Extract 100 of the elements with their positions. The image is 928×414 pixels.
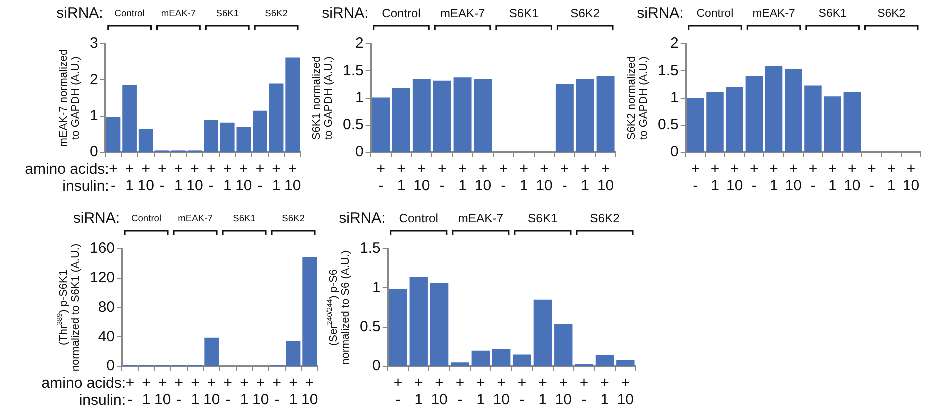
x-tick-label: + 10 — [555, 374, 572, 409]
x-tick-label: + 1 — [223, 160, 232, 195]
x-tick-label: + 1 — [580, 160, 590, 195]
bar — [596, 356, 614, 366]
x-tick-label: + 10 — [154, 374, 172, 409]
x-tick-label: + - — [518, 374, 527, 409]
bar — [204, 120, 218, 152]
x-tick-label: + 1 — [414, 374, 424, 409]
text: mEAK-7 — [752, 8, 796, 20]
y-tick-label: 0 — [356, 144, 364, 161]
bar — [106, 117, 121, 152]
x-tick-label: + 1 — [710, 160, 720, 195]
bar — [492, 349, 511, 366]
x-tick-label: + 10 — [431, 374, 448, 409]
text: S6K1 — [528, 211, 558, 226]
bar — [430, 283, 449, 366]
x-tick-label: + - — [438, 160, 447, 195]
text: Control — [696, 8, 734, 20]
text: mEAK-7 — [440, 6, 486, 20]
text: S6K2 — [282, 214, 305, 224]
text: siRNA: — [339, 210, 386, 228]
y-tick-label: 1 — [372, 279, 381, 296]
y-tick-label: 80 — [98, 298, 116, 316]
y-tick-label: 1 — [670, 89, 679, 106]
bar — [596, 76, 615, 152]
x-tick-label: + 1 — [240, 374, 250, 409]
bar — [746, 76, 764, 152]
bar — [726, 87, 744, 152]
text: insulin: — [62, 178, 110, 196]
bar — [372, 98, 390, 152]
x-tick-label: + 10 — [186, 160, 204, 195]
y-axis-title: mEAK-7 normalized to GAPDH (A.U.) — [58, 49, 82, 148]
x-tick-label: + 10 — [204, 374, 220, 409]
bar — [269, 84, 284, 152]
bar — [765, 66, 783, 152]
x-tick-label: + 10 — [785, 160, 802, 195]
x-tick-label: + 1 — [174, 160, 184, 195]
text: siRNA: — [56, 5, 104, 22]
bar — [844, 92, 862, 152]
y-tick-label: 0.5 — [342, 116, 364, 134]
text: mEAK-7 — [178, 214, 213, 224]
bar — [513, 354, 532, 366]
y-tick-label: 2 — [356, 35, 364, 52]
x-tick-label: + 10 — [474, 160, 492, 195]
x-tick-label: + - — [808, 160, 818, 195]
x-tick-label: + - — [750, 160, 760, 195]
x-tick-label: + - — [256, 160, 265, 195]
x-tick-label: + 10 — [726, 160, 744, 195]
bar — [824, 96, 842, 152]
text: siRNA: — [322, 5, 369, 22]
bar — [433, 80, 452, 152]
x-tick-label: + - — [174, 374, 184, 409]
bar — [220, 122, 235, 152]
y-tick-label: 160 — [90, 240, 116, 258]
text: Control — [399, 211, 438, 226]
bar — [286, 58, 300, 152]
x-tick-label: + 10 — [617, 374, 634, 409]
x-tick-label: + 1 — [272, 160, 282, 195]
x-tick-label: + 1 — [397, 160, 406, 195]
y-tick-label: 1.5 — [360, 240, 381, 258]
text: Control — [131, 214, 162, 224]
y-tick-label: 0.5 — [360, 318, 381, 336]
x-tick-label: + - — [580, 374, 589, 409]
x-tick-label: + 1 — [142, 374, 152, 409]
x-tick-label: + - — [691, 160, 700, 195]
bar — [410, 277, 428, 366]
x-tick-label: + 10 — [236, 160, 252, 195]
x-tick-label: + - — [272, 374, 282, 409]
x-tick-label: + 10 — [138, 160, 154, 195]
bar — [804, 86, 822, 152]
x-tick-label: + 1 — [289, 374, 298, 409]
x-tick-label: + 1 — [770, 160, 779, 195]
text: insulin: — [79, 392, 126, 410]
x-tick-label: + - — [376, 160, 386, 195]
text: mEAK-7 — [161, 8, 196, 19]
text: S6K2 — [878, 8, 906, 20]
bar — [236, 127, 252, 152]
y-tick-label: 0.5 — [658, 116, 679, 134]
text: S6K1 — [509, 6, 540, 20]
bar — [302, 257, 318, 366]
y-axis-title: S6K1 normalized to GAPDH (A.U.) — [311, 56, 336, 140]
y-tick-label: 0 — [106, 358, 116, 375]
bar — [706, 92, 724, 152]
y-tick-label: 1 — [90, 107, 98, 124]
bar — [556, 84, 574, 152]
y-tick-label: 3 — [90, 35, 98, 52]
text: mEAK-7 — [458, 211, 504, 226]
x-tick-label: + - — [499, 160, 508, 195]
bar — [554, 324, 573, 366]
x-tick-label: + - — [126, 374, 135, 409]
x-tick-label: + - — [456, 374, 465, 409]
x-tick-label: + 10 — [414, 160, 430, 195]
x-tick-label: + - — [394, 374, 403, 409]
x-tick-label: + 10 — [597, 160, 614, 195]
bar — [253, 110, 268, 152]
x-tick-label: + 1 — [125, 160, 134, 195]
bar — [286, 342, 301, 366]
text: S6K2 — [590, 211, 620, 226]
x-tick-label: + 1 — [887, 160, 896, 195]
x-tick-label: + 10 — [252, 374, 270, 409]
